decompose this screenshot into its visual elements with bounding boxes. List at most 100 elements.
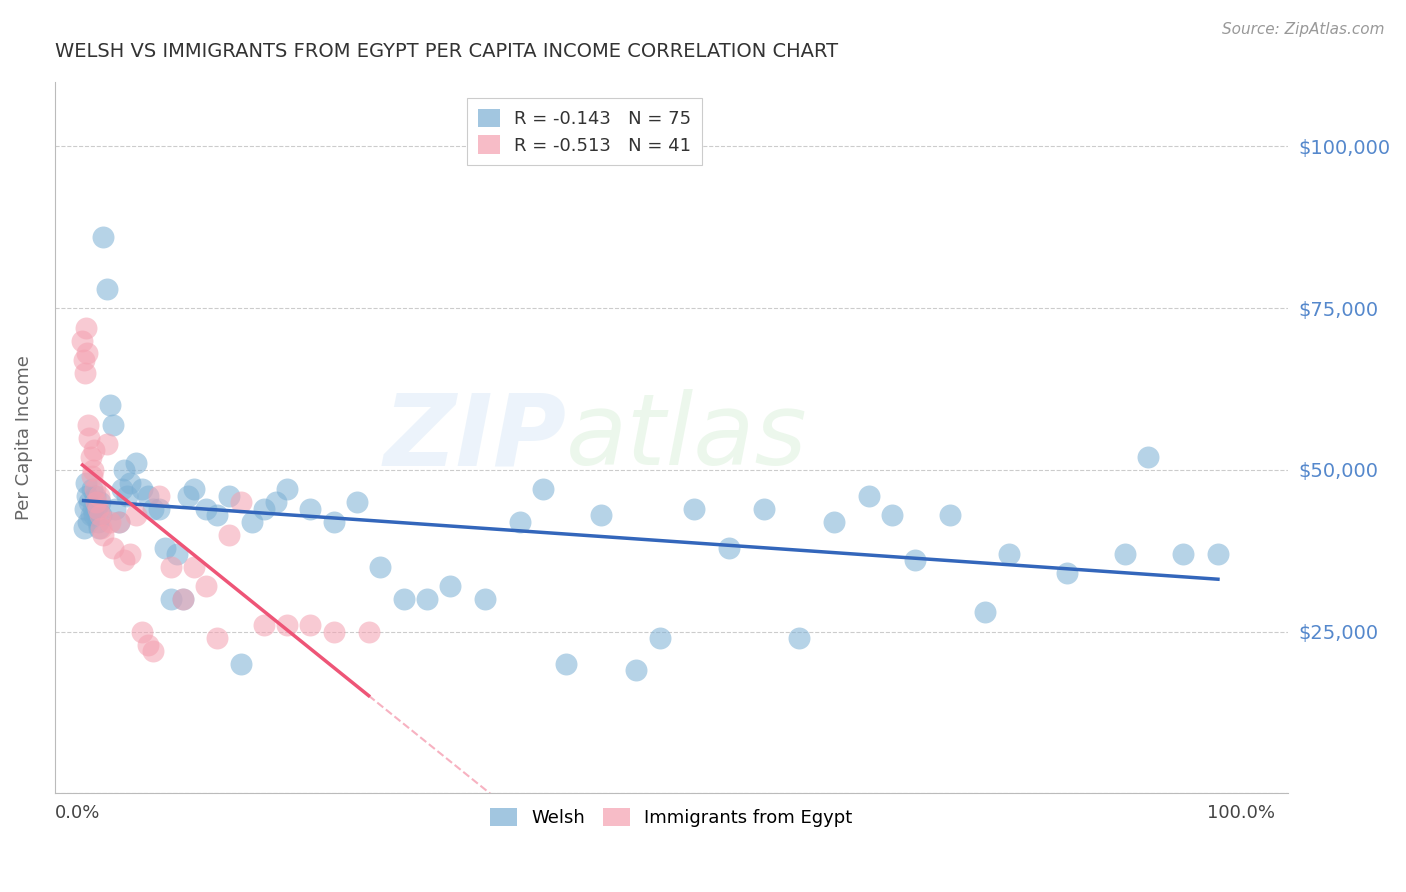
Point: [82, 463, 104, 477]
Point: [357, 624, 380, 639]
Point: [974, 605, 997, 619]
Point: [82, 501, 104, 516]
Point: [136, 489, 159, 503]
Point: [322, 624, 344, 639]
Point: [1114, 547, 1136, 561]
Point: [125, 457, 148, 471]
Point: [72, 353, 94, 368]
Point: [90, 508, 112, 523]
Point: [904, 553, 927, 567]
Point: [160, 560, 183, 574]
Point: [509, 515, 531, 529]
Y-axis label: Per Capita Income: Per Capita Income: [15, 355, 32, 520]
Point: [115, 489, 138, 503]
Point: [72, 334, 94, 348]
Point: [276, 483, 298, 497]
Point: [96, 437, 118, 451]
Point: [86, 495, 108, 509]
Point: [120, 475, 142, 490]
Point: [160, 592, 183, 607]
Point: [997, 547, 1019, 561]
Point: [84, 483, 107, 497]
Point: [83, 508, 105, 523]
Point: [392, 592, 415, 607]
Point: [207, 508, 229, 523]
Point: [86, 501, 108, 516]
Point: [718, 541, 741, 555]
Point: [299, 618, 322, 632]
Point: [83, 443, 105, 458]
Point: [626, 664, 648, 678]
Point: [93, 230, 115, 244]
Point: [79, 508, 101, 523]
Point: [229, 495, 252, 509]
Point: [253, 618, 276, 632]
Point: [142, 501, 165, 516]
Point: [142, 644, 165, 658]
Point: [125, 508, 148, 523]
Point: [183, 560, 205, 574]
Point: [240, 515, 263, 529]
Point: [754, 501, 776, 516]
Point: [253, 501, 276, 516]
Point: [76, 346, 98, 360]
Point: [87, 521, 110, 535]
Point: [77, 417, 100, 432]
Point: [72, 521, 94, 535]
Point: [787, 631, 810, 645]
Point: [153, 541, 176, 555]
Point: [299, 501, 322, 516]
Point: [107, 515, 129, 529]
Point: [86, 515, 108, 529]
Point: [79, 450, 101, 464]
Point: [86, 501, 108, 516]
Point: [148, 501, 170, 516]
Point: [96, 282, 118, 296]
Point: [439, 579, 461, 593]
Point: [194, 579, 217, 593]
Point: [112, 463, 135, 477]
Point: [474, 592, 496, 607]
Point: [648, 631, 671, 645]
Point: [80, 483, 103, 497]
Point: [194, 501, 217, 516]
Point: [101, 541, 124, 555]
Point: [100, 515, 122, 529]
Point: [79, 495, 101, 509]
Text: WELSH VS IMMIGRANTS FROM EGYPT PER CAPITA INCOME CORRELATION CHART: WELSH VS IMMIGRANTS FROM EGYPT PER CAPIT…: [55, 42, 838, 61]
Text: Source: ZipAtlas.com: Source: ZipAtlas.com: [1222, 22, 1385, 37]
Point: [882, 508, 904, 523]
Point: [264, 495, 287, 509]
Point: [89, 495, 111, 509]
Point: [858, 489, 880, 503]
Point: [177, 489, 200, 503]
Point: [104, 501, 127, 516]
Point: [76, 489, 98, 503]
Point: [276, 618, 298, 632]
Point: [120, 547, 142, 561]
Text: ZIP: ZIP: [384, 389, 567, 486]
Point: [218, 489, 240, 503]
Point: [1171, 547, 1194, 561]
Point: [229, 657, 252, 671]
Point: [77, 515, 100, 529]
Point: [172, 592, 194, 607]
Point: [100, 398, 122, 412]
Legend: Welsh, Immigrants from Egypt: Welsh, Immigrants from Egypt: [482, 800, 860, 834]
Point: [183, 483, 205, 497]
Point: [531, 483, 554, 497]
Point: [101, 417, 124, 432]
Point: [368, 560, 391, 574]
Point: [131, 624, 153, 639]
Point: [107, 515, 129, 529]
Point: [89, 508, 111, 523]
Point: [1056, 566, 1078, 581]
Point: [112, 553, 135, 567]
Point: [73, 366, 96, 380]
Point: [79, 431, 101, 445]
Point: [1206, 547, 1229, 561]
Point: [73, 501, 96, 516]
Point: [84, 489, 107, 503]
Point: [207, 631, 229, 645]
Point: [939, 508, 962, 523]
